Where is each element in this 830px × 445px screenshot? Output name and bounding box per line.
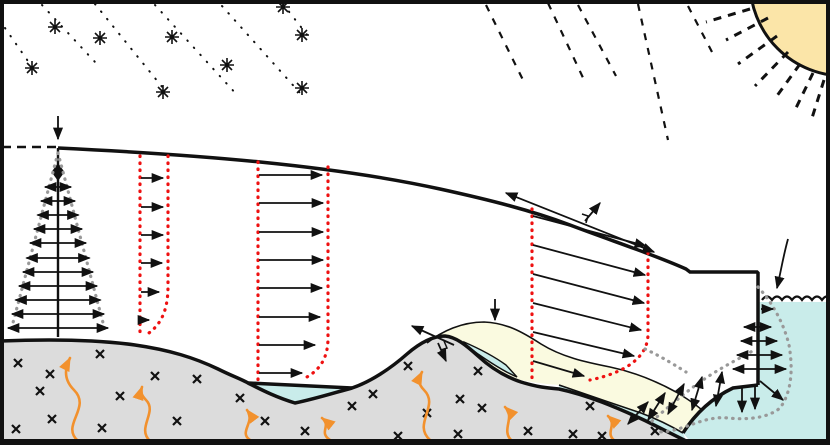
velocity-arrow (532, 244, 647, 277)
velocity-profiles-group (137, 154, 650, 386)
snowfall-trajectories-group (4, 3, 309, 97)
snowflake-icon (294, 80, 310, 96)
geothermal-heat-arrow (59, 356, 81, 443)
snowflake-icon (47, 19, 63, 35)
divide-velocity-arrows-group (6, 181, 110, 334)
sun-ray (753, 50, 790, 88)
rain-streak (577, 4, 617, 77)
snowflake-icon (164, 29, 180, 45)
snowfall-trajectory (282, 3, 309, 37)
bed-right-angle-mark (440, 340, 449, 351)
snowfall-trajectory (221, 5, 301, 94)
snowfall-trajectory (4, 27, 31, 65)
geothermal-heat-arrow (132, 385, 152, 443)
snowflake-icon (92, 30, 108, 46)
melt-arrow (713, 370, 725, 408)
snowflake-icon (24, 60, 40, 76)
snowflake-icon (294, 27, 310, 43)
sun-ray (737, 34, 778, 66)
ice-base-over-lake (247, 381, 353, 390)
sun-rays-group (705, 7, 826, 119)
geothermal-arrows-group (59, 356, 622, 443)
profile-right-boundary (588, 251, 650, 382)
velocity-arrow (532, 273, 646, 306)
basal-sliding-arrow (410, 325, 455, 346)
profile-right-boundary (144, 154, 170, 337)
geothermal-heat-arrow (503, 405, 519, 443)
geothermal-heat-arrow (411, 370, 432, 442)
profile-right-boundary (301, 165, 330, 381)
velocity-profile-1 (137, 154, 170, 338)
surface-right-angle-mark (581, 213, 589, 224)
melt-arrow (759, 380, 784, 401)
terminus-envelope-outer (648, 285, 793, 434)
rain-streak (636, 3, 670, 141)
flow-arrows-group (52, 116, 656, 363)
geothermal-heat-arrow (606, 414, 622, 443)
velocity-arrow (532, 302, 643, 333)
sun-ray (793, 72, 815, 111)
sun-ray (725, 16, 769, 42)
velocity-profile-2 (256, 160, 330, 386)
rainfall-group (485, 2, 713, 141)
rain-streak (485, 4, 524, 81)
bedrock-surface-line (0, 334, 689, 444)
melt-arrow (667, 382, 685, 416)
velocity-arrow (532, 331, 636, 359)
sun-ray (772, 63, 802, 101)
rain-streak (687, 5, 713, 53)
sun-icon (750, 0, 830, 77)
basal-melt-arrow (436, 342, 447, 363)
sun-ray (810, 79, 826, 119)
melt-arrow (690, 375, 704, 412)
diagram-border-bottom (0, 439, 830, 445)
snowfall-trajectory (94, 3, 164, 89)
waterline-waves (761, 295, 830, 302)
melt-arrow (627, 401, 649, 425)
surface-tangent-arrow (504, 192, 656, 253)
velocity-arrow (532, 360, 586, 378)
terminus-envelope-till (643, 347, 688, 374)
melt-arrow (647, 391, 666, 422)
snowfall-trajectory (41, 4, 96, 63)
geothermal-heat-arrow (244, 408, 260, 442)
snowfall-trajectory (154, 4, 239, 97)
sun-ray (705, 7, 751, 24)
snowflake-icon (219, 57, 235, 73)
water-input-curved-arrow (774, 238, 789, 290)
geothermal-heat-arrow (320, 416, 336, 442)
snowflakes-group (24, 0, 310, 100)
terminus-melt-arrows-group (627, 303, 788, 425)
snowflake-icon (155, 84, 171, 100)
rain-streak (547, 2, 586, 83)
